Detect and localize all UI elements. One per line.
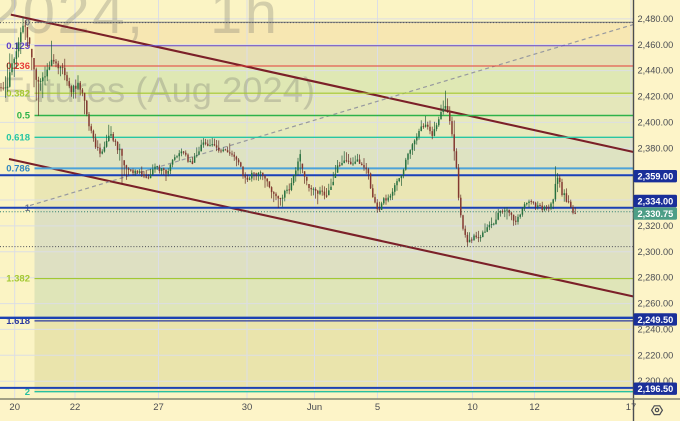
svg-text:17: 17 xyxy=(626,402,637,413)
svg-text:2,359.00: 2,359.00 xyxy=(638,172,674,182)
svg-text:2,440.00: 2,440.00 xyxy=(638,66,674,76)
svg-text:2,220.00: 2,220.00 xyxy=(638,350,674,360)
svg-text:2,480.00: 2,480.00 xyxy=(638,14,674,24)
svg-text:0.618: 0.618 xyxy=(6,133,30,144)
svg-text:2,300.00: 2,300.00 xyxy=(638,247,674,257)
svg-text:2,460.00: 2,460.00 xyxy=(638,40,674,50)
svg-text:2,400.00: 2,400.00 xyxy=(638,117,674,127)
svg-text:30: 30 xyxy=(242,402,253,413)
svg-text:2,320.00: 2,320.00 xyxy=(638,221,674,231)
svg-text:2,380.00: 2,380.00 xyxy=(638,143,674,153)
svg-text:2,334.00: 2,334.00 xyxy=(638,196,674,206)
svg-text:Futures (Aug 2024): Futures (Aug 2024) xyxy=(2,70,315,110)
svg-text:2,330.75: 2,330.75 xyxy=(638,209,674,219)
svg-text:2,240.00: 2,240.00 xyxy=(638,324,674,334)
svg-text:12: 12 xyxy=(529,402,540,413)
svg-text:20: 20 xyxy=(9,402,20,413)
svg-text:27: 27 xyxy=(153,402,164,413)
svg-text:2,420.00: 2,420.00 xyxy=(638,92,674,102)
svg-text:22: 22 xyxy=(70,402,81,413)
svg-text:0.5: 0.5 xyxy=(17,111,31,122)
svg-text:5: 5 xyxy=(375,402,380,413)
svg-text:0.786: 0.786 xyxy=(6,164,30,175)
svg-text:2,249.50: 2,249.50 xyxy=(638,315,674,325)
svg-text:Jun: Jun xyxy=(307,402,322,413)
svg-text:1.382: 1.382 xyxy=(6,274,30,285)
svg-text:2,196.50: 2,196.50 xyxy=(638,384,674,394)
svg-text:2,280.00: 2,280.00 xyxy=(638,273,674,283)
svg-text:2,260.00: 2,260.00 xyxy=(638,299,674,309)
svg-text:10: 10 xyxy=(467,402,478,413)
svg-text:0.382: 0.382 xyxy=(6,88,30,99)
